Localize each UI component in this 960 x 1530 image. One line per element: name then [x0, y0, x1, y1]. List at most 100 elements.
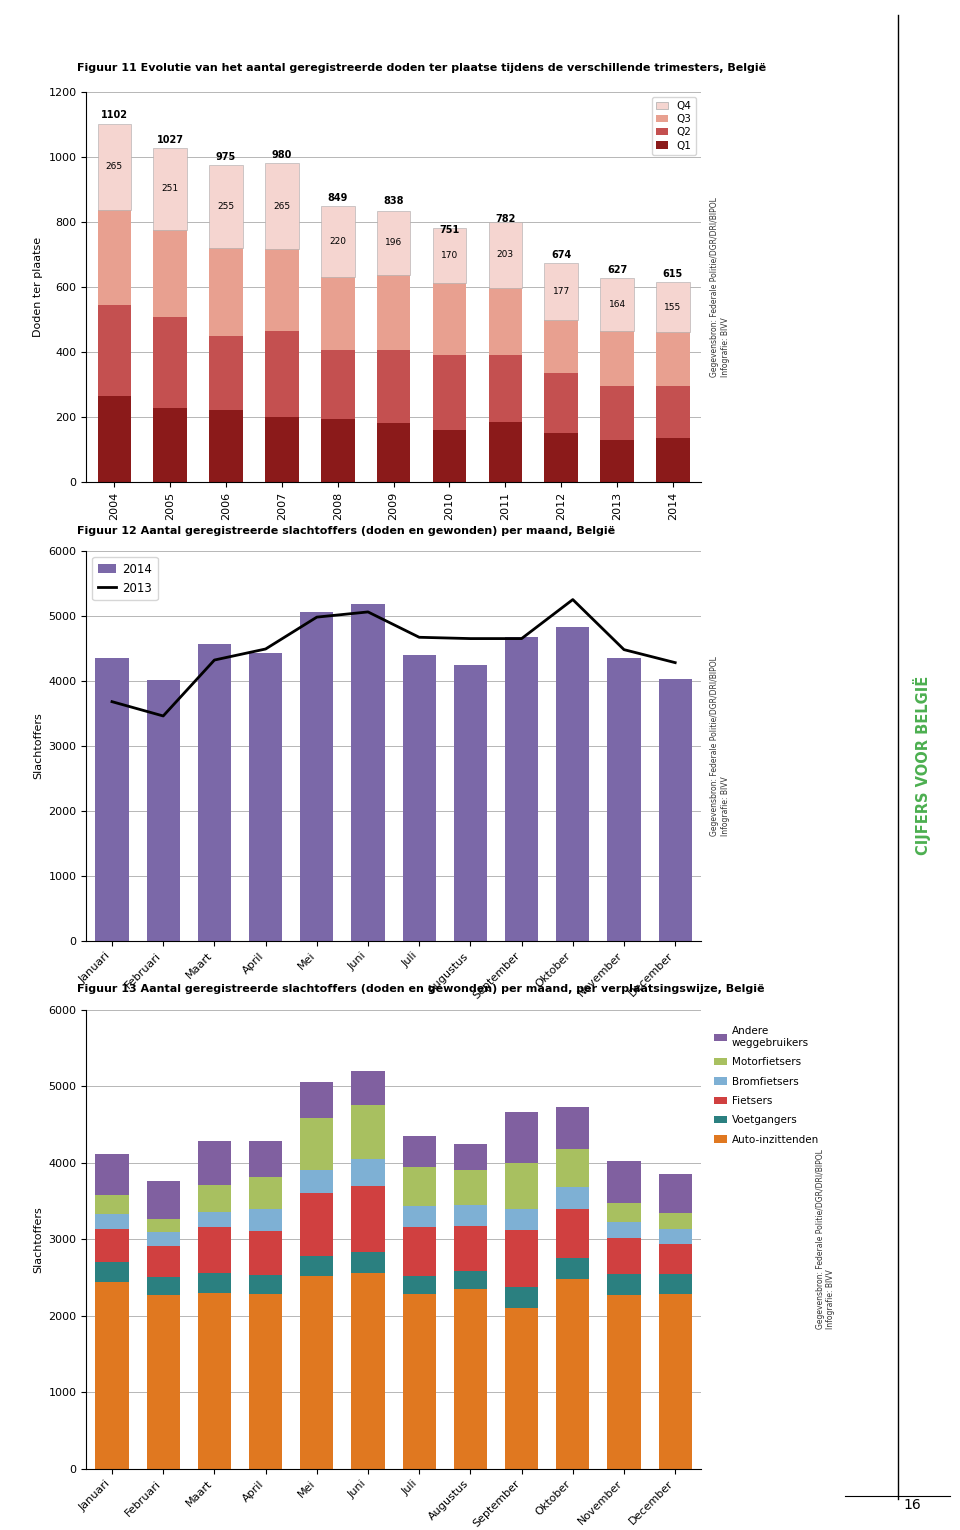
Bar [351, 1186, 385, 1252]
Y-axis label: Slachtoffers: Slachtoffers [33, 1206, 43, 1273]
Bar [95, 658, 129, 941]
Bar [454, 1226, 487, 1270]
Bar [321, 419, 354, 482]
Y-axis label: Slachtoffers: Slachtoffers [33, 713, 43, 779]
Text: 838: 838 [383, 196, 404, 207]
Bar [154, 409, 187, 482]
Bar [600, 386, 634, 439]
Bar [265, 249, 299, 330]
Text: Gegevensbron: Federale Politie/DGR/DRI/BIPOL
Infografie: BIVV: Gegevensbron: Federale Politie/DGR/DRI/B… [710, 197, 730, 376]
Bar [249, 653, 282, 941]
Bar [351, 604, 385, 941]
Bar [556, 1187, 589, 1209]
Bar [505, 1209, 539, 1230]
Bar [300, 1082, 333, 1118]
Bar [489, 422, 522, 482]
Bar [209, 410, 243, 482]
Bar [608, 1203, 640, 1222]
Bar [300, 1193, 333, 1256]
Bar [556, 1209, 589, 1258]
Text: 170: 170 [441, 251, 458, 260]
Bar [454, 1270, 487, 1288]
Bar [402, 1294, 436, 1469]
Bar [351, 1106, 385, 1160]
Bar [249, 1294, 282, 1469]
Bar [147, 1219, 180, 1233]
Bar [377, 274, 410, 350]
Text: Figuur 11 Evolutie van het aantal geregistreerde doden ter plaatse tijdens de ve: Figuur 11 Evolutie van het aantal geregi… [77, 63, 766, 73]
Bar [433, 283, 467, 355]
Bar [249, 1209, 282, 1230]
Text: Figuur 13 Aantal geregistreerde slachtoffers (doden en gewonden) per maand, per : Figuur 13 Aantal geregistreerde slachtof… [77, 984, 764, 995]
Bar [209, 165, 243, 248]
Bar [351, 1273, 385, 1469]
Bar [98, 304, 132, 396]
Bar [656, 386, 689, 438]
Text: 220: 220 [329, 237, 347, 246]
Bar [659, 1174, 692, 1213]
Bar [402, 1167, 436, 1206]
Bar [198, 1273, 231, 1293]
Bar [147, 1294, 180, 1469]
Text: 1027: 1027 [156, 135, 183, 145]
Bar [454, 1170, 487, 1206]
Bar [95, 1195, 129, 1215]
Bar [659, 1274, 692, 1294]
Bar [95, 1282, 129, 1469]
Text: 1102: 1102 [101, 110, 128, 121]
Text: 975: 975 [216, 151, 236, 162]
Bar [402, 1227, 436, 1276]
Bar [147, 1233, 180, 1245]
Bar [249, 1230, 282, 1276]
Bar [402, 655, 436, 941]
Bar [95, 1155, 129, 1195]
Bar [209, 248, 243, 335]
Bar [249, 1141, 282, 1178]
Text: 177: 177 [553, 288, 570, 297]
Bar [265, 330, 299, 416]
Bar [198, 1293, 231, 1469]
Bar [95, 1262, 129, 1282]
Text: 196: 196 [385, 239, 402, 248]
Bar [608, 1294, 640, 1469]
Bar [377, 350, 410, 424]
Bar [98, 124, 132, 210]
Bar [608, 1161, 640, 1204]
Bar [402, 1276, 436, 1294]
Bar [659, 1213, 692, 1229]
Text: 203: 203 [496, 251, 514, 260]
Bar [659, 679, 692, 941]
Bar [154, 230, 187, 317]
Bar [454, 1144, 487, 1170]
Bar [600, 332, 634, 386]
Bar [147, 1245, 180, 1276]
Bar [265, 416, 299, 482]
Text: 255: 255 [218, 202, 234, 211]
Bar [198, 1141, 231, 1186]
Text: 164: 164 [609, 300, 626, 309]
Bar [154, 317, 187, 409]
Bar [402, 1206, 436, 1227]
Bar [433, 430, 467, 482]
Bar [147, 1276, 180, 1294]
Text: Figuur 12 Aantal geregistreerde slachtoffers (doden en gewonden) per maand, Belg: Figuur 12 Aantal geregistreerde slachtof… [77, 525, 615, 536]
Text: Gegevensbron: Federale Politie/DGR/DRI/BIPOL
Infografie: BIVV: Gegevensbron: Federale Politie/DGR/DRI/B… [816, 1149, 835, 1330]
Bar [608, 658, 640, 941]
Bar [489, 222, 522, 288]
Bar [249, 1178, 282, 1210]
Bar [608, 1222, 640, 1238]
Bar [198, 1212, 231, 1227]
Bar [321, 277, 354, 350]
Bar [265, 164, 299, 249]
Bar [659, 1229, 692, 1244]
Bar [98, 396, 132, 482]
Bar [489, 355, 522, 422]
Bar [544, 263, 578, 320]
Text: Gegevensbron: Federale Politie/DGR/DRI/BIPOL
Infografie: BIVV: Gegevensbron: Federale Politie/DGR/DRI/B… [710, 656, 730, 835]
Bar [656, 332, 689, 386]
Text: 251: 251 [161, 184, 179, 193]
Bar [351, 1160, 385, 1186]
Text: 627: 627 [607, 265, 627, 275]
Bar [556, 627, 589, 941]
Bar [300, 1256, 333, 1276]
